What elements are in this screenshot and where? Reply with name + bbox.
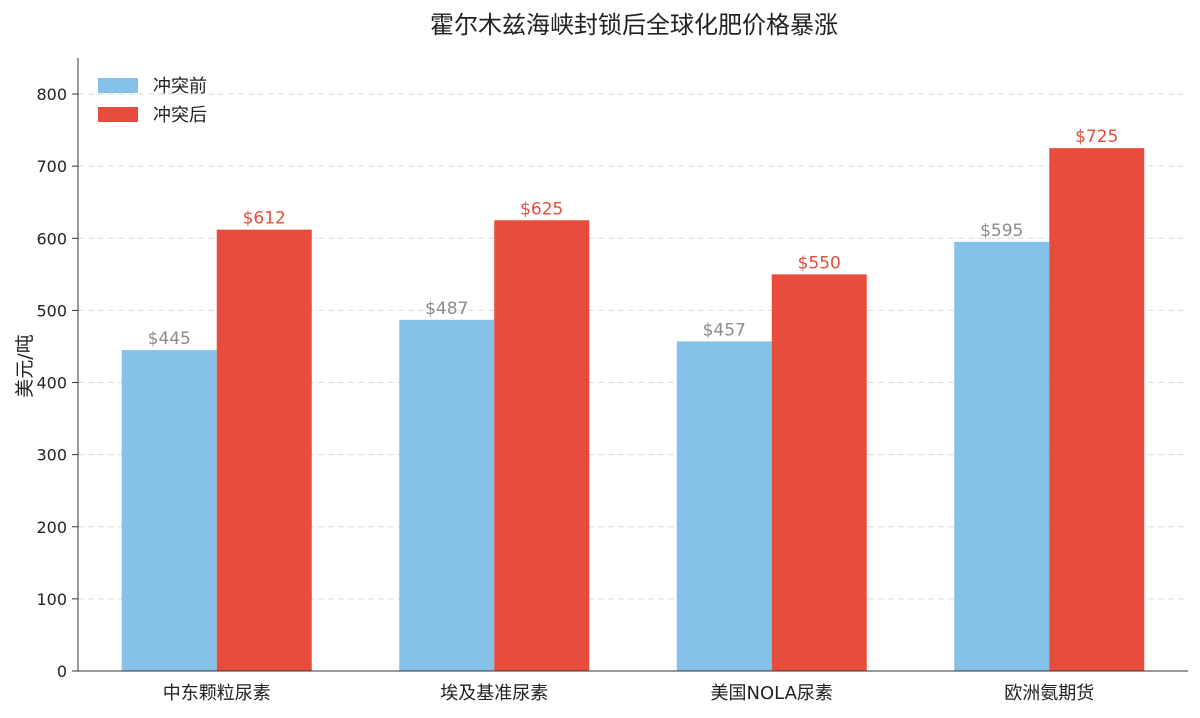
bars-layer (121, 148, 1145, 671)
y-tick-label-200: 200 (36, 518, 67, 537)
y-tick-label-0: 0 (57, 662, 67, 681)
x-tick-label-2: 美国NOLA尿素 (711, 683, 833, 704)
data-label-0-2: $457 (703, 320, 746, 340)
data-labels-layer: $445 $612 $487 $625 $457 $550 $595 $725 (148, 127, 1119, 349)
data-label-1-0: $612 (243, 209, 286, 229)
x-tick-label-1: 埃及基准尿素 (440, 683, 548, 704)
chart-title: 霍尔木兹海峡封锁后全球化肥价格暴涨 (430, 11, 838, 39)
axes-layer: 0 100 200 300 400 500 600 700 800 中东颗粒尿素 埃及基准尿素 美国N… (36, 58, 1188, 704)
bar-1-1 (494, 220, 590, 671)
y-tick-label-600: 600 (36, 229, 67, 248)
bar-0-1 (399, 319, 495, 671)
data-label-1-2: $550 (798, 253, 841, 273)
legend-swatch-0 (98, 78, 138, 93)
bar-1-0 (216, 229, 312, 671)
data-label-0-0: $445 (148, 329, 191, 349)
y-tick-label-400: 400 (36, 374, 67, 393)
bar-0-0 (121, 350, 217, 671)
y-tick-label-500: 500 (36, 301, 67, 320)
data-label-0-3: $595 (980, 221, 1023, 241)
data-label-1-3: $725 (1075, 127, 1118, 147)
bar-0-3 (954, 241, 1050, 671)
data-label-1-1: $625 (520, 199, 563, 219)
y-tick-label-100: 100 (36, 590, 67, 609)
bar-1-3 (1049, 148, 1145, 671)
data-label-0-1: $487 (425, 299, 468, 319)
bar-1-2 (771, 274, 867, 671)
y-tick-label-700: 700 (36, 157, 67, 176)
y-tick-label-300: 300 (36, 446, 67, 465)
legend-label-0: 冲突前 (153, 76, 207, 97)
y-axis-label: 美元/吨 (14, 334, 36, 397)
y-tick-label-800: 800 (36, 85, 67, 104)
x-tick-label-0: 中东颗粒尿素 (163, 683, 271, 704)
bar-0-2 (676, 341, 772, 671)
legend-swatch-1 (98, 107, 138, 122)
x-tick-label-3: 欧洲氨期货 (1004, 683, 1094, 704)
legend-label-1: 冲突后 (153, 105, 207, 126)
